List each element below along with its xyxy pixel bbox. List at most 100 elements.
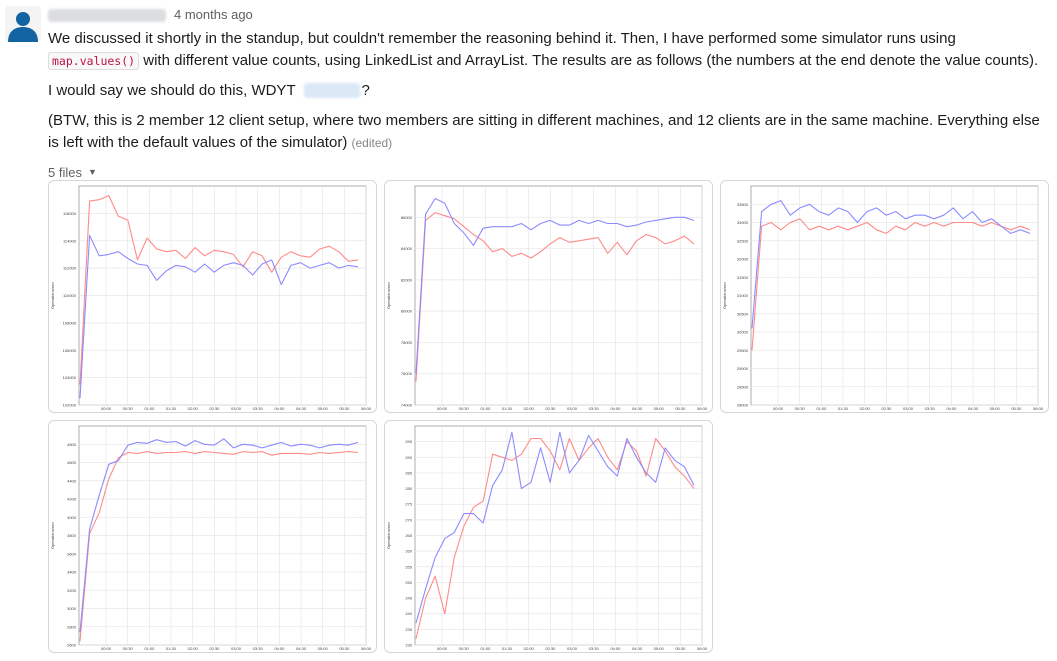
x-tick-label: 04:30 [632, 406, 643, 411]
y-tick-label: 29500 [737, 348, 749, 353]
x-tick-label: 00:30 [123, 646, 134, 651]
files-toggle[interactable]: 5 files ▼ [48, 163, 1048, 181]
x-tick-label: 03:00 [567, 406, 578, 411]
x-tick-label: 06:00 [361, 406, 372, 411]
y-tick-label: 4800 [67, 442, 77, 447]
x-tick-label: 00:00 [101, 646, 112, 651]
user-mention-redacted[interactable] [303, 83, 360, 98]
x-tick-label: 05:30 [339, 406, 350, 411]
file-thumbnail[interactable]: 28000 28500 29000 29500 30000 30500 31000 31500… [720, 180, 1049, 413]
x-tick-label: 01:00 [816, 406, 827, 411]
y-tick-label: 2600 [67, 643, 77, 648]
file-thumbnail[interactable]: 230 235 240 245 250 255 260 265 270 275 280 285 290 2… [384, 420, 713, 653]
y-tick-label: 235 [405, 627, 412, 632]
file-thumbnail[interactable]: 74000 76000 78000 80000 82000 84000 86000 00:00… [384, 180, 713, 413]
y-tick-label: 78000 [401, 340, 413, 345]
y-tick-label: 116000 [63, 211, 77, 216]
x-tick-label: 06:00 [697, 646, 708, 651]
y-tick-label: 4400 [67, 478, 77, 483]
y-tick-label: 4200 [67, 497, 77, 502]
y-tick-label: 112000 [63, 266, 77, 271]
x-tick-label: 05:30 [675, 406, 686, 411]
y-tick-label: 86000 [401, 215, 413, 220]
x-tick-label: 02:00 [524, 406, 535, 411]
x-tick-label: 03:30 [253, 646, 264, 651]
x-tick-label: 00:30 [459, 406, 470, 411]
file-thumbnail[interactable]: 102000 104000 106000 108000 110000 112000 1140… [48, 180, 377, 413]
y-tick-label: 3000 [67, 606, 77, 611]
x-tick-label: 01:00 [144, 646, 155, 651]
y-tick-label: 4600 [67, 460, 77, 465]
file-thumbnail[interactable]: 2600 2800 3000 3200 3400 3600 3800 4000 4200 4400… [48, 420, 377, 653]
y-axis-label: Operations/sec [50, 522, 55, 549]
x-tick-label: 03:30 [589, 646, 600, 651]
x-tick-label: 05:00 [654, 646, 665, 651]
y-tick-label: 80000 [401, 309, 413, 314]
y-tick-label: 33000 [737, 220, 749, 225]
y-axis-label: Operations/sec [386, 522, 391, 549]
x-tick-label: 02:00 [524, 646, 535, 651]
y-tick-label: 275 [405, 502, 412, 507]
files-count: 5 files [48, 164, 82, 180]
x-tick-label: 00:30 [459, 646, 470, 651]
y-tick-label: 84000 [401, 246, 413, 251]
message-paragraph-3: (BTW, this is 2 member 12 client setup, … [48, 110, 1048, 154]
y-tick-label: 3200 [67, 588, 77, 593]
x-tick-label: 01:30 [502, 406, 513, 411]
y-tick-label: 108000 [63, 320, 77, 325]
y-tick-label: 106000 [63, 348, 77, 353]
x-tick-label: 00:30 [795, 406, 806, 411]
message-paragraph-2: I would say we should do this, WDYT ? [48, 80, 1048, 102]
y-tick-label: 110000 [63, 293, 77, 298]
avatar[interactable] [5, 6, 41, 42]
y-tick-label: 76000 [401, 371, 413, 376]
series-line-red [415, 437, 695, 639]
y-axis-label: Operations/sec [386, 282, 391, 309]
x-tick-label: 03:30 [925, 406, 936, 411]
x-tick-label: 00:00 [437, 646, 448, 651]
x-tick-label: 04:00 [274, 406, 285, 411]
y-tick-label: 30000 [737, 330, 749, 335]
line-chart: 102000 104000 106000 108000 110000 112000 1140… [50, 185, 372, 411]
y-axis-label: Operations/sec [722, 282, 727, 309]
line-chart: 28000 28500 29000 29500 30000 30500 31000 31500… [722, 185, 1044, 411]
x-tick-label: 05:00 [990, 406, 1001, 411]
series-line-red [415, 212, 695, 382]
timestamp[interactable]: 4 months ago [174, 6, 253, 22]
y-tick-label: 245 [405, 596, 412, 601]
series-line-blue [415, 431, 695, 624]
x-tick-label: 01:30 [502, 646, 513, 651]
y-tick-label: 4000 [67, 515, 77, 520]
x-tick-label: 02:00 [188, 646, 199, 651]
y-tick-label: 240 [405, 611, 412, 616]
y-tick-label: 32500 [737, 238, 749, 243]
y-axis-label: Operations/sec [50, 282, 55, 309]
series-line-blue [751, 200, 1031, 329]
x-tick-label: 06:00 [697, 406, 708, 411]
y-tick-label: 82000 [401, 277, 413, 282]
x-tick-label: 03:00 [903, 406, 914, 411]
y-tick-label: 102000 [63, 403, 77, 408]
y-tick-label: 260 [405, 549, 412, 554]
y-tick-label: 3600 [67, 551, 77, 556]
message-header: 4 months ago [48, 0, 1048, 28]
x-tick-label: 05:00 [654, 406, 665, 411]
x-tick-label: 04:30 [632, 646, 643, 651]
y-tick-label: 2800 [67, 624, 77, 629]
sender-name-redacted[interactable] [48, 8, 166, 22]
series-line-red [751, 218, 1031, 351]
x-tick-label: 03:00 [231, 646, 242, 651]
y-tick-label: 250 [405, 580, 412, 585]
x-tick-label: 03:30 [589, 406, 600, 411]
text-segment: I would say we should do this, WDYT [48, 82, 300, 99]
x-tick-label: 04:00 [946, 406, 957, 411]
x-tick-label: 02:30 [209, 406, 220, 411]
series-line-blue [79, 234, 359, 399]
x-tick-label: 00:00 [101, 406, 112, 411]
text-segment: ? [361, 82, 370, 99]
y-tick-label: 285 [405, 470, 412, 475]
x-tick-label: 01:00 [480, 406, 491, 411]
y-tick-label: 290 [405, 455, 412, 460]
line-chart: 74000 76000 78000 80000 82000 84000 86000 00:00… [386, 185, 708, 411]
series-line-red [79, 195, 359, 385]
